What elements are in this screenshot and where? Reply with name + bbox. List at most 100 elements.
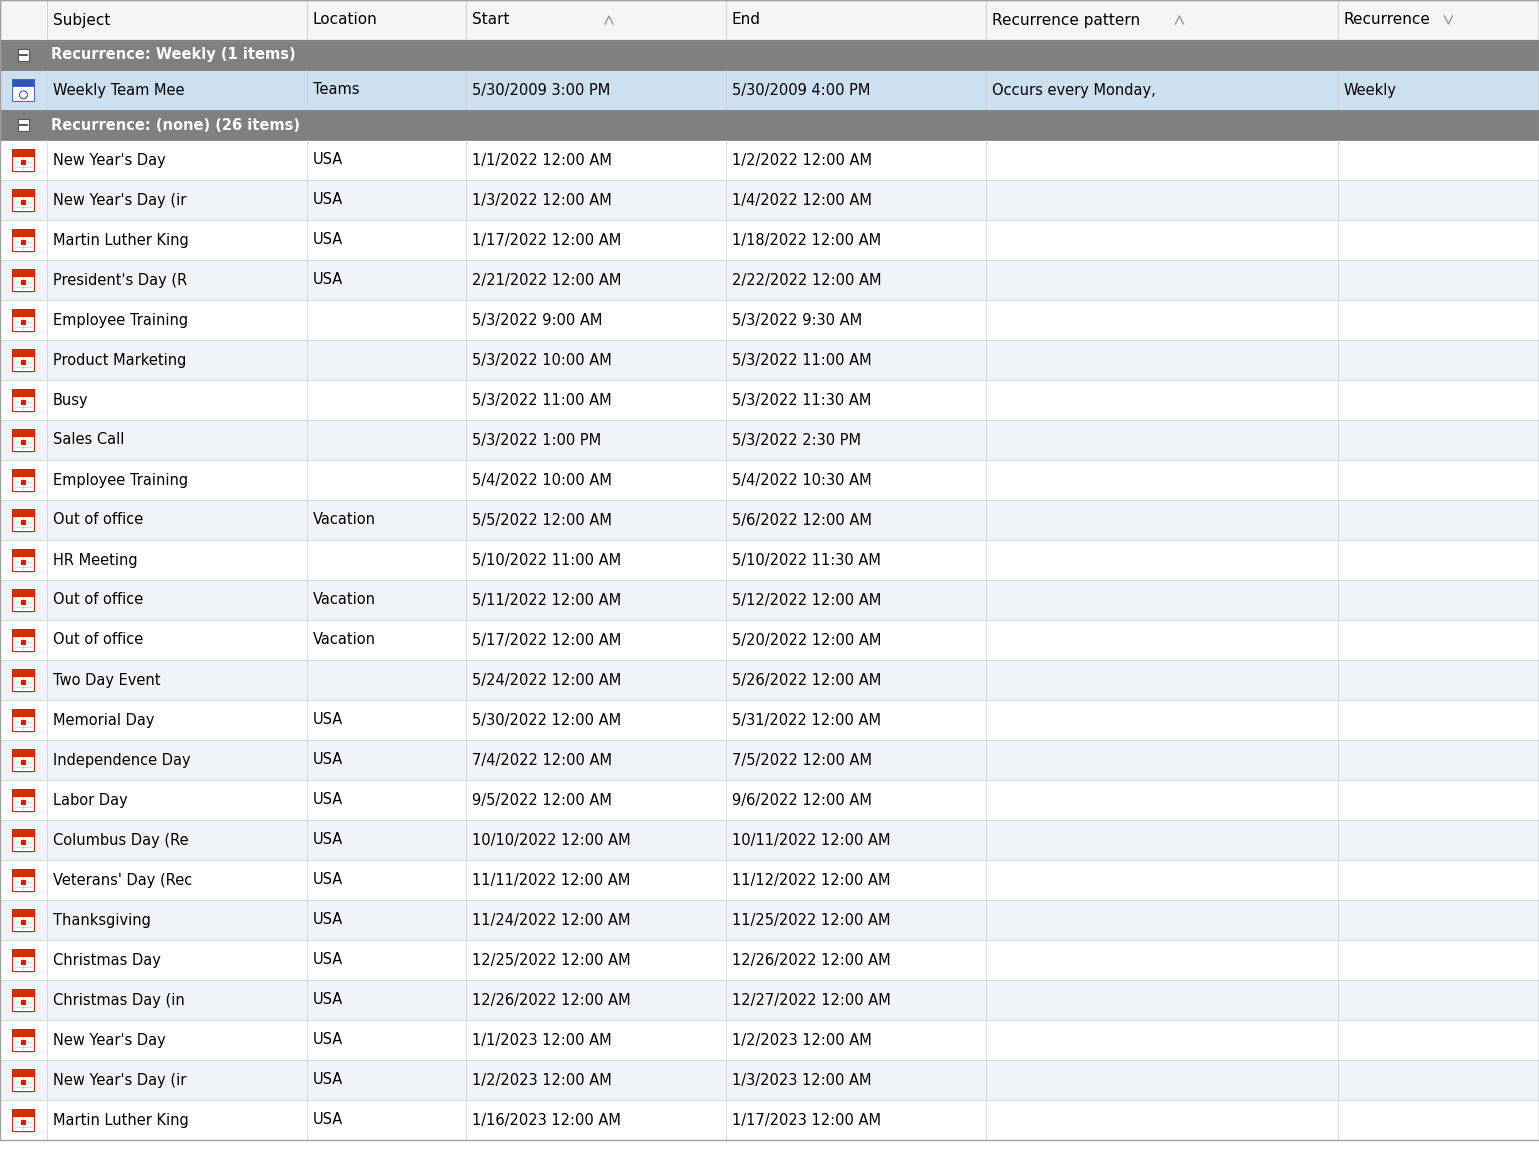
Bar <box>22 760 26 764</box>
Text: USA: USA <box>312 1073 343 1088</box>
Text: 5/17/2022 12:00 AM: 5/17/2022 12:00 AM <box>472 632 622 647</box>
Text: 11/12/2022 12:00 AM: 11/12/2022 12:00 AM <box>733 872 891 887</box>
Text: USA: USA <box>312 833 343 848</box>
Text: 5/3/2022 1:00 PM: 5/3/2022 1:00 PM <box>472 433 602 448</box>
Text: Vacation: Vacation <box>312 593 376 608</box>
Text: Recurrence: (none) (26 items): Recurrence: (none) (26 items) <box>51 117 300 132</box>
Bar <box>22 320 26 325</box>
Text: Recurrence: Recurrence <box>1344 13 1431 28</box>
Bar <box>0 260 1539 300</box>
Bar <box>22 280 26 285</box>
Bar <box>12 749 34 770</box>
Text: 1/1/2022 12:00 AM: 1/1/2022 12:00 AM <box>472 152 613 167</box>
Text: 5/30/2022 12:00 AM: 5/30/2022 12:00 AM <box>472 712 622 727</box>
Bar <box>22 600 26 604</box>
Text: 7/5/2022 12:00 AM: 7/5/2022 12:00 AM <box>733 753 873 768</box>
Bar <box>0 1060 1539 1100</box>
Bar <box>12 349 34 370</box>
Bar <box>22 840 26 844</box>
Text: 5/30/2009 3:00 PM: 5/30/2009 3:00 PM <box>472 82 611 97</box>
Text: Weekly: Weekly <box>1344 82 1397 97</box>
Text: 5/31/2022 12:00 AM: 5/31/2022 12:00 AM <box>733 712 880 727</box>
Bar <box>12 150 34 155</box>
Text: 10/10/2022 12:00 AM: 10/10/2022 12:00 AM <box>472 833 631 848</box>
Bar <box>22 640 26 645</box>
Bar <box>0 900 1539 940</box>
Text: Columbus Day (Re: Columbus Day (Re <box>52 833 189 848</box>
Bar <box>22 520 26 524</box>
Bar <box>12 1070 34 1075</box>
Bar <box>0 140 1539 180</box>
Bar <box>12 829 34 835</box>
Bar <box>0 0 48 39</box>
Text: USA: USA <box>312 993 343 1008</box>
Text: 9/5/2022 12:00 AM: 9/5/2022 12:00 AM <box>472 792 613 807</box>
Bar <box>12 989 34 995</box>
Bar <box>1337 0 1539 39</box>
Text: Teams: Teams <box>312 82 359 97</box>
Text: 1/17/2022 12:00 AM: 1/17/2022 12:00 AM <box>472 232 622 247</box>
Text: 5/20/2022 12:00 AM: 5/20/2022 12:00 AM <box>733 632 882 647</box>
Text: 5/4/2022 10:30 AM: 5/4/2022 10:30 AM <box>733 472 871 487</box>
Text: USA: USA <box>312 952 343 967</box>
Bar <box>12 949 34 956</box>
Bar <box>0 619 1539 660</box>
Text: 5/12/2022 12:00 AM: 5/12/2022 12:00 AM <box>733 593 882 608</box>
Text: 1/2/2023 12:00 AM: 1/2/2023 12:00 AM <box>733 1032 871 1047</box>
Bar <box>12 310 34 316</box>
Bar <box>12 710 34 731</box>
Bar <box>22 960 26 965</box>
Bar <box>12 230 34 251</box>
Text: 1/17/2023 12:00 AM: 1/17/2023 12:00 AM <box>733 1112 880 1128</box>
Bar <box>22 160 26 165</box>
Text: 1/1/2023 12:00 AM: 1/1/2023 12:00 AM <box>472 1032 611 1047</box>
Bar <box>0 541 1539 580</box>
Bar <box>12 79 34 101</box>
Text: Thanksgiving: Thanksgiving <box>52 913 151 928</box>
Bar <box>0 740 1539 780</box>
Bar <box>22 680 26 684</box>
Text: USA: USA <box>312 913 343 928</box>
Bar <box>22 400 26 405</box>
Bar <box>12 829 34 850</box>
Text: 5/24/2022 12:00 AM: 5/24/2022 12:00 AM <box>472 673 622 688</box>
Text: Sales Call: Sales Call <box>52 433 125 448</box>
Bar <box>0 220 1539 260</box>
Bar <box>0 300 1539 340</box>
Bar <box>0 380 1539 420</box>
Text: 12/26/2022 12:00 AM: 12/26/2022 12:00 AM <box>733 952 891 967</box>
Bar <box>12 79 34 86</box>
Bar <box>12 749 34 755</box>
Text: Location: Location <box>312 13 377 28</box>
Bar <box>12 390 34 411</box>
Text: USA: USA <box>312 193 343 208</box>
Bar <box>12 710 34 716</box>
Bar <box>0 780 1539 820</box>
Bar <box>12 1029 34 1051</box>
Bar <box>12 509 34 515</box>
Bar <box>12 310 34 331</box>
Text: 1/16/2023 12:00 AM: 1/16/2023 12:00 AM <box>472 1112 620 1128</box>
Text: Recurrence: Weekly (1 items): Recurrence: Weekly (1 items) <box>51 48 295 63</box>
Bar <box>22 1000 26 1005</box>
Text: 5/3/2022 9:30 AM: 5/3/2022 9:30 AM <box>733 312 862 327</box>
Text: Out of office: Out of office <box>52 593 143 608</box>
Text: Christmas Day (in: Christmas Day (in <box>52 993 185 1008</box>
Bar <box>22 800 26 805</box>
Bar <box>0 1140 1539 1160</box>
Bar <box>48 0 306 39</box>
Bar <box>0 820 1539 860</box>
Text: Two Day Event: Two Day Event <box>52 673 160 688</box>
Bar <box>12 589 34 595</box>
Bar <box>12 349 34 356</box>
Bar <box>12 470 34 476</box>
Text: USA: USA <box>312 152 343 167</box>
Text: Christmas Day: Christmas Day <box>52 952 160 967</box>
Bar <box>22 1121 26 1125</box>
Text: President's Day (R: President's Day (R <box>52 273 188 288</box>
Bar <box>0 461 1539 500</box>
Bar <box>0 420 1539 461</box>
Bar <box>0 340 1539 380</box>
Bar <box>12 989 34 1010</box>
Text: HR Meeting: HR Meeting <box>52 552 137 567</box>
